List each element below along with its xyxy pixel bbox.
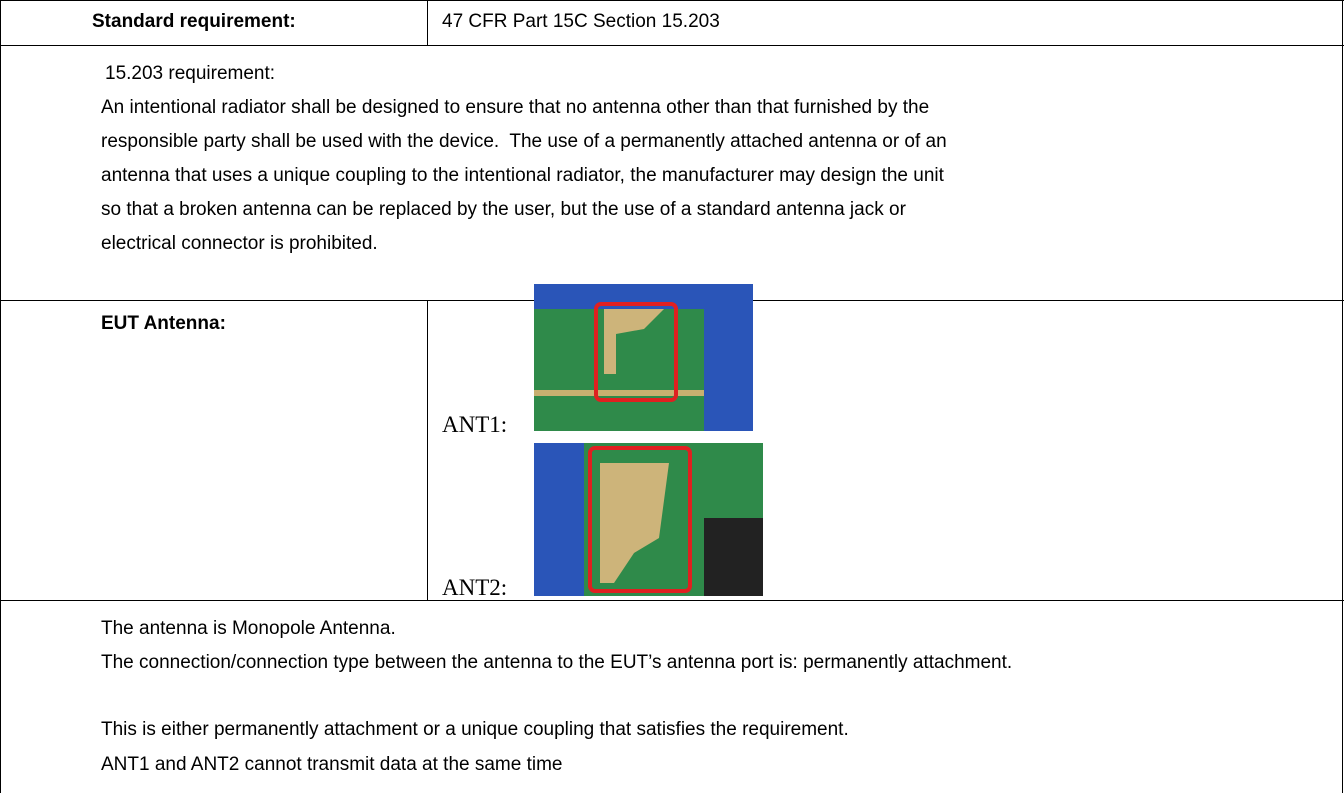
text-line: The connection/connection type between t… [101,652,1013,673]
border [0,0,1344,1]
section-title: 15.203 requirement: [105,63,276,84]
text-line: ANT1 and ANT2 cannot transmit data at th… [101,754,563,775]
text-line: electrical connector is prohibited. [101,233,378,254]
text-line: An intentional radiator shall be designe… [101,97,930,118]
text-line: antenna that uses a unique coupling to t… [101,165,944,186]
value: 47 CFR Part 15C Section 15.203 [442,11,720,32]
text-line: This is either permanently attachment or… [101,719,849,740]
antenna-photo [534,443,763,596]
border [0,45,1344,46]
text-line: so that a broken antenna can be replaced… [101,199,906,220]
ant-label: ANT1: [442,412,508,437]
border [427,0,428,45]
ant-label: ANT2: [442,575,508,600]
border [0,600,1344,601]
border [1342,0,1343,793]
border [0,0,1,793]
text-line: responsible party shall be used with the… [101,131,947,152]
label: Standard requirement: [92,11,296,32]
text-line: The antenna is Monopole Antenna. [101,618,396,639]
border [427,300,428,600]
label: EUT Antenna: [101,313,226,334]
antenna-photo [534,284,753,431]
